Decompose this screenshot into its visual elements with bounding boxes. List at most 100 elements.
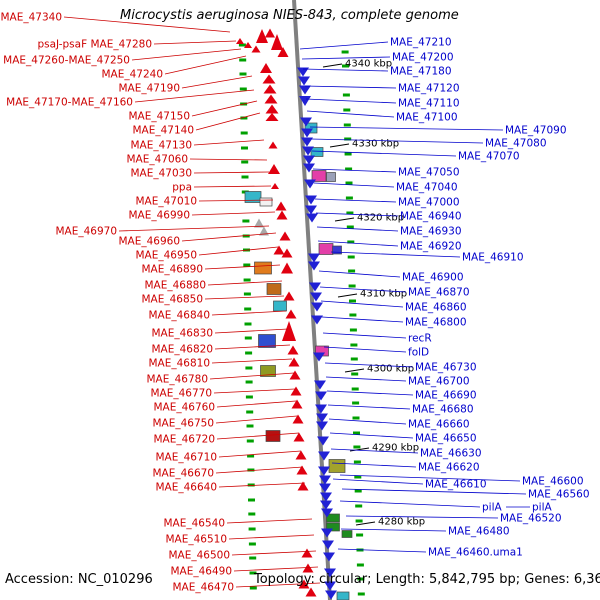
forward-gene-arrow[interactable]	[283, 291, 295, 301]
gene-box[interactable]	[318, 243, 334, 255]
reverse-gene-arrow[interactable]	[317, 436, 329, 446]
gene-label-left[interactable]: MAE_46500	[168, 550, 230, 562]
reverse-gene-arrow[interactable]	[309, 282, 321, 292]
gene-label-right[interactable]: MAE_47080	[485, 138, 547, 150]
reverse-gene-arrow[interactable]	[299, 85, 311, 95]
reverse-gene-arrow[interactable]	[298, 76, 310, 86]
gene-label-left[interactable]: MAE_47170-MAE_47160	[6, 97, 133, 109]
gene-label-right[interactable]: MAE_46630	[420, 448, 482, 460]
gene-label-right[interactable]: MAE_47210	[390, 37, 452, 49]
gene-label-left[interactable]: MAE_46670	[152, 468, 214, 480]
gene-label-left[interactable]: MAE_46960	[118, 236, 180, 248]
gene-label-left[interactable]: MAE_46510	[165, 534, 227, 546]
reverse-gene-arrow[interactable]	[316, 421, 328, 431]
gene-box[interactable]	[258, 334, 276, 348]
reverse-gene-arrow[interactable]	[311, 302, 323, 312]
gene-label-right[interactable]: MAE_47040	[396, 182, 458, 194]
forward-gene-arrow[interactable]	[293, 432, 305, 442]
gene-label-left[interactable]: MAE_46780	[146, 374, 208, 386]
reverse-gene-arrow[interactable]	[300, 117, 312, 127]
reverse-gene-arrow[interactable]	[324, 568, 336, 578]
gene-label-right[interactable]: MAE_47120	[398, 83, 460, 95]
forward-gene-arrow[interactable]	[265, 28, 275, 38]
gene-label-right[interactable]: MAE_46700	[408, 376, 470, 388]
forward-gene-arrow[interactable]	[288, 357, 300, 367]
gene-label-left[interactable]: MAE_46640	[155, 482, 217, 494]
forward-gene-arrow[interactable]	[256, 29, 268, 43]
gene-label-left[interactable]: MAE_47260-MAE_47250	[3, 55, 130, 67]
gene-label-right[interactable]: MAE_47110	[398, 98, 460, 110]
reverse-gene-arrow[interactable]	[301, 128, 313, 138]
gene-box[interactable]	[254, 261, 272, 275]
reverse-gene-arrow[interactable]	[319, 483, 331, 493]
gene-label-right[interactable]: MAE_47000	[398, 197, 460, 209]
gene-box[interactable]	[310, 147, 324, 157]
forward-gene-arrow[interactable]	[265, 113, 279, 121]
reverse-gene-arrow[interactable]	[320, 500, 332, 510]
gene-label-left[interactable]: MAE_46830	[151, 328, 213, 340]
gene-label-left[interactable]: MAE_47190	[118, 83, 180, 95]
gene-label-right[interactable]: MAE_47070	[458, 151, 520, 163]
gene-label-left[interactable]: MAE_46810	[148, 358, 210, 370]
gene-label-right[interactable]: MAE_46800	[405, 317, 467, 329]
forward-gene-arrow[interactable]	[271, 34, 283, 50]
reverse-gene-arrow[interactable]	[320, 492, 332, 502]
forward-gene-arrow[interactable]	[259, 226, 269, 236]
gene-box[interactable]	[266, 283, 282, 295]
forward-gene-arrow[interactable]	[236, 38, 244, 44]
gene-label-right[interactable]: MAE_47180	[390, 66, 452, 78]
forward-gene-arrow[interactable]	[279, 231, 291, 241]
forward-gene-arrow[interactable]	[264, 94, 278, 104]
forward-gene-arrow[interactable]	[289, 370, 301, 380]
gene-box[interactable]	[311, 170, 327, 182]
gene-label-right[interactable]: MAE_47090	[505, 125, 567, 137]
reverse-gene-arrow[interactable]	[308, 253, 320, 263]
gene-box[interactable]	[259, 197, 273, 207]
reverse-gene-arrow[interactable]	[310, 292, 322, 302]
forward-gene-arrow[interactable]	[263, 84, 277, 94]
forward-gene-arrow[interactable]	[273, 245, 285, 255]
forward-gene-arrow[interactable]	[301, 548, 313, 558]
gene-label-left[interactable]: MAE_46970	[55, 226, 117, 238]
gene-label-right[interactable]: MAE_46910	[462, 252, 524, 264]
reverse-gene-arrow[interactable]	[322, 540, 334, 550]
gene-label-right[interactable]: MAE_46930	[400, 226, 462, 238]
forward-gene-arrow[interactable]	[285, 309, 297, 319]
gene-label-right[interactable]: MAE_46920	[400, 241, 462, 253]
reverse-gene-arrow[interactable]	[314, 380, 326, 390]
forward-gene-arrow[interactable]	[260, 63, 272, 73]
reverse-gene-arrow[interactable]	[305, 195, 317, 205]
gene-label-right[interactable]: MAE_47200	[392, 52, 454, 64]
gene-box[interactable]	[328, 459, 346, 473]
reverse-gene-arrow[interactable]	[323, 552, 335, 562]
gene-label-left[interactable]: MAE_46890	[141, 264, 203, 276]
gene-box[interactable]	[304, 122, 318, 134]
gene-box[interactable]	[332, 245, 342, 255]
gene-box[interactable]	[336, 591, 350, 600]
reverse-gene-arrow[interactable]	[302, 146, 314, 156]
gene-label-left[interactable]: MAE_47030	[130, 168, 192, 180]
gene-box[interactable]	[244, 191, 262, 203]
gene-label-right[interactable]: MAE_46900	[402, 272, 464, 284]
gene-label-right[interactable]: MAE_46940	[400, 211, 462, 223]
gene-label-right[interactable]: MAE_46650	[415, 433, 477, 445]
reverse-gene-arrow[interactable]	[297, 67, 309, 77]
reverse-gene-arrow[interactable]	[311, 315, 323, 325]
gene-label-left[interactable]: MAE_46880	[144, 280, 206, 292]
gene-label-right[interactable]: MAE_46610	[425, 479, 487, 491]
forward-gene-arrow[interactable]	[281, 248, 293, 258]
forward-gene-arrow[interactable]	[297, 481, 309, 491]
gene-label-left[interactable]: MAE_46850	[141, 294, 203, 306]
gene-label-right[interactable]: MAE_46560	[528, 489, 590, 501]
gene-label-left[interactable]: MAE_47140	[132, 125, 194, 137]
forward-gene-arrow[interactable]	[290, 386, 302, 396]
gene-box[interactable]	[326, 522, 340, 532]
gene-label-left[interactable]: MAE_46840	[148, 310, 210, 322]
gene-label-right[interactable]: MAE_46480	[448, 526, 510, 538]
gene-box[interactable]	[265, 430, 281, 442]
reverse-gene-arrow[interactable]	[303, 155, 315, 165]
reverse-gene-arrow[interactable]	[305, 205, 317, 215]
forward-gene-arrow[interactable]	[276, 210, 288, 220]
forward-gene-arrow[interactable]	[291, 399, 303, 409]
forward-gene-arrow[interactable]	[268, 141, 278, 149]
